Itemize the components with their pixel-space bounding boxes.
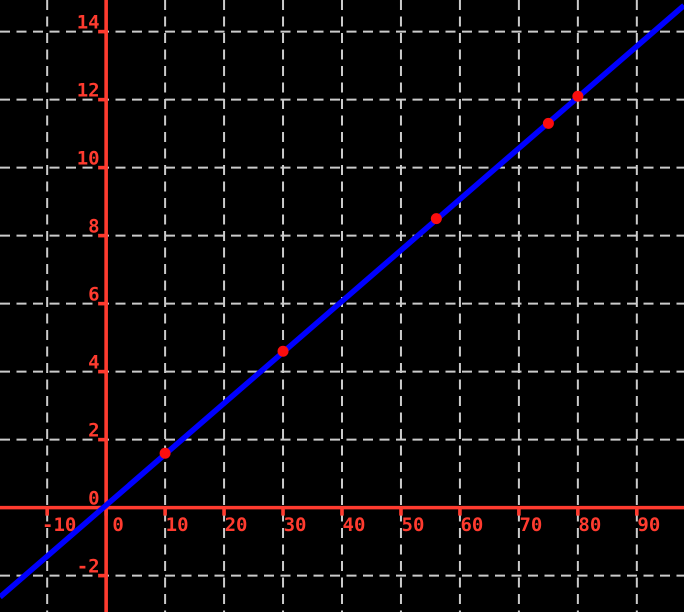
data-point bbox=[277, 345, 289, 357]
data-point bbox=[430, 213, 442, 225]
y-tick-label: 10 bbox=[77, 148, 100, 170]
data-point bbox=[572, 90, 584, 102]
x-tick-label: 10 bbox=[166, 514, 189, 536]
y-tick-label: -2 bbox=[77, 556, 100, 578]
y-tick-label: 14 bbox=[77, 12, 100, 34]
x-tick-label: 0 bbox=[112, 514, 123, 536]
x-tick-label: 90 bbox=[637, 514, 660, 536]
y-tick-label: 8 bbox=[88, 216, 99, 238]
y-tick-label: 6 bbox=[88, 284, 99, 306]
y-tick-label: 2 bbox=[88, 420, 99, 442]
x-tick-label: 40 bbox=[343, 514, 366, 536]
data-point bbox=[542, 117, 554, 129]
y-tick-label: 12 bbox=[77, 80, 100, 102]
x-tick-label: -10 bbox=[42, 514, 76, 536]
x-tick-label: 70 bbox=[519, 514, 542, 536]
x-tick-label: 30 bbox=[284, 514, 307, 536]
fit-line bbox=[0, 3, 684, 600]
y-tick-label: 4 bbox=[88, 352, 99, 374]
x-tick-label: 50 bbox=[402, 514, 425, 536]
data-point bbox=[159, 447, 171, 459]
y-tick-label: 0 bbox=[88, 488, 99, 510]
x-tick-label: 60 bbox=[460, 514, 483, 536]
x-tick-label: 20 bbox=[225, 514, 248, 536]
x-tick-label: 80 bbox=[578, 514, 601, 536]
